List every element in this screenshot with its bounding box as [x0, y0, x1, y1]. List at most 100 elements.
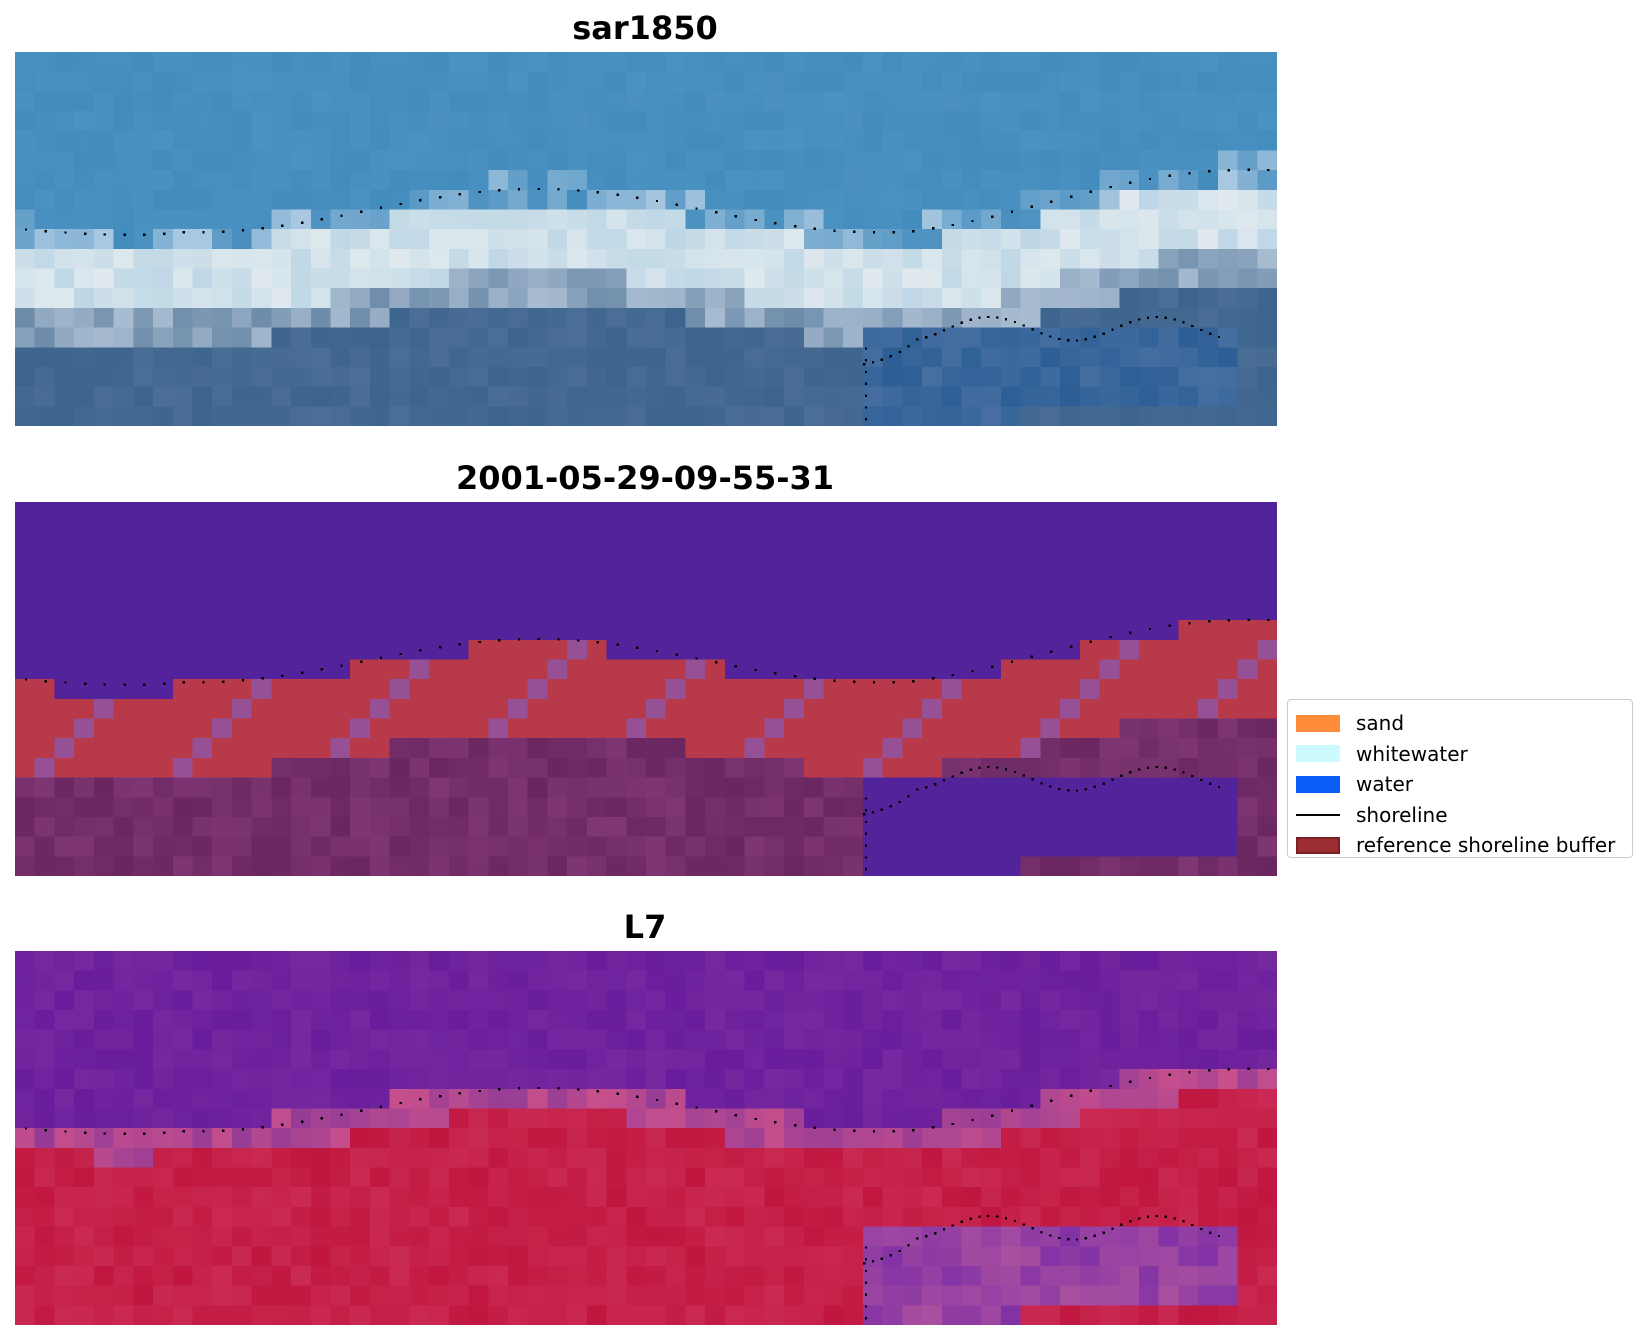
image-pixel	[153, 366, 174, 388]
image-pixel	[212, 248, 233, 269]
image-pixel	[961, 248, 982, 269]
class-pixel	[389, 541, 410, 562]
class-pixel	[409, 718, 430, 739]
index-pixel	[369, 1305, 391, 1325]
class-pixel	[1217, 836, 1238, 857]
index-pixel	[1020, 990, 1041, 1011]
shoreline-point	[1129, 181, 1132, 184]
index-pixel	[1257, 1029, 1277, 1050]
image-pixel	[468, 366, 489, 388]
class-pixel	[133, 698, 154, 719]
image-pixel	[74, 91, 95, 112]
class-pixel	[429, 541, 450, 562]
index-pixel	[409, 1167, 430, 1188]
class-pixel	[626, 836, 647, 857]
class-pixel	[271, 698, 292, 719]
index-pixel	[961, 1187, 982, 1208]
class-pixel	[153, 620, 174, 641]
image-pixel	[744, 386, 765, 407]
class-pixel	[192, 836, 213, 857]
class-pixel	[843, 777, 864, 798]
image-pixel	[488, 347, 509, 368]
index-pixel	[685, 990, 706, 1011]
image-pixel	[507, 91, 529, 112]
image-pixel	[784, 150, 805, 171]
class-pixel	[468, 639, 489, 660]
image-pixel	[1257, 406, 1277, 426]
image-pixel	[1079, 52, 1100, 73]
class-pixel	[54, 541, 75, 562]
class-pixel	[803, 738, 824, 759]
class-pixel	[862, 816, 884, 838]
index-pixel	[93, 1167, 114, 1188]
image-pixel	[547, 189, 568, 210]
index-pixel	[93, 1187, 114, 1208]
index-pixel	[330, 1128, 351, 1149]
image-pixel	[606, 111, 627, 132]
index-pixel	[133, 1128, 154, 1149]
index-pixel	[369, 1226, 391, 1247]
class-pixel	[724, 639, 745, 660]
image-pixel	[291, 347, 312, 368]
shoreline-point	[419, 1098, 422, 1101]
image-pixel	[330, 150, 351, 171]
class-pixel	[231, 797, 253, 818]
class-pixel	[429, 502, 450, 523]
image-pixel	[862, 170, 884, 191]
image-pixel	[251, 130, 272, 151]
class-pixel	[1198, 757, 1219, 778]
image-pixel	[93, 268, 114, 289]
index-pixel	[34, 1167, 55, 1188]
index-pixel	[1178, 1167, 1199, 1188]
class-pixel	[231, 620, 253, 641]
index-pixel	[389, 1206, 410, 1227]
class-pixel	[1158, 856, 1179, 876]
index-pixel	[626, 1246, 647, 1267]
class-pixel	[744, 679, 765, 700]
index-pixel	[369, 951, 391, 972]
legend-item-water: water	[1296, 769, 1632, 800]
class-pixel	[1099, 757, 1120, 778]
image-pixel	[527, 150, 548, 171]
index-pixel	[133, 1147, 154, 1168]
index-pixel	[1020, 1206, 1041, 1227]
index-pixel	[291, 1226, 312, 1247]
image-pixel	[93, 288, 114, 309]
index-pixel	[429, 1226, 450, 1247]
index-pixel	[1237, 951, 1258, 972]
image-pixel	[15, 189, 36, 210]
image-pixel	[1178, 248, 1199, 269]
index-pixel	[389, 1147, 410, 1168]
image-pixel	[330, 209, 351, 230]
class-pixel	[527, 620, 548, 641]
image-pixel	[784, 307, 805, 328]
class-pixel	[547, 502, 568, 523]
image-pixel	[724, 347, 745, 368]
index-pixel	[843, 990, 864, 1011]
index-pixel	[350, 1128, 371, 1149]
shoreline-point	[675, 203, 678, 206]
panel-title-3: L7	[623, 908, 667, 946]
index-pixel	[744, 951, 765, 972]
image-pixel	[882, 150, 903, 171]
index-pixel	[310, 1128, 331, 1149]
class-pixel	[862, 561, 884, 582]
shoreline-point	[951, 1122, 955, 1126]
class-pixel	[567, 797, 588, 818]
index-pixel	[448, 1088, 469, 1109]
image-pixel	[961, 229, 982, 250]
image-pixel	[1079, 248, 1100, 269]
index-pixel	[212, 1226, 233, 1247]
class-pixel	[606, 718, 627, 739]
class-pixel	[843, 797, 864, 818]
image-pixel	[961, 347, 982, 368]
class-pixel	[291, 718, 312, 739]
index-pixel	[586, 1108, 607, 1129]
index-pixel	[764, 1069, 785, 1090]
image-pixel	[251, 150, 272, 171]
index-pixel	[350, 1187, 371, 1208]
index-pixel	[764, 1010, 785, 1031]
shoreline-point	[596, 1090, 600, 1093]
index-pixel	[803, 1029, 824, 1050]
image-pixel	[1000, 406, 1022, 426]
